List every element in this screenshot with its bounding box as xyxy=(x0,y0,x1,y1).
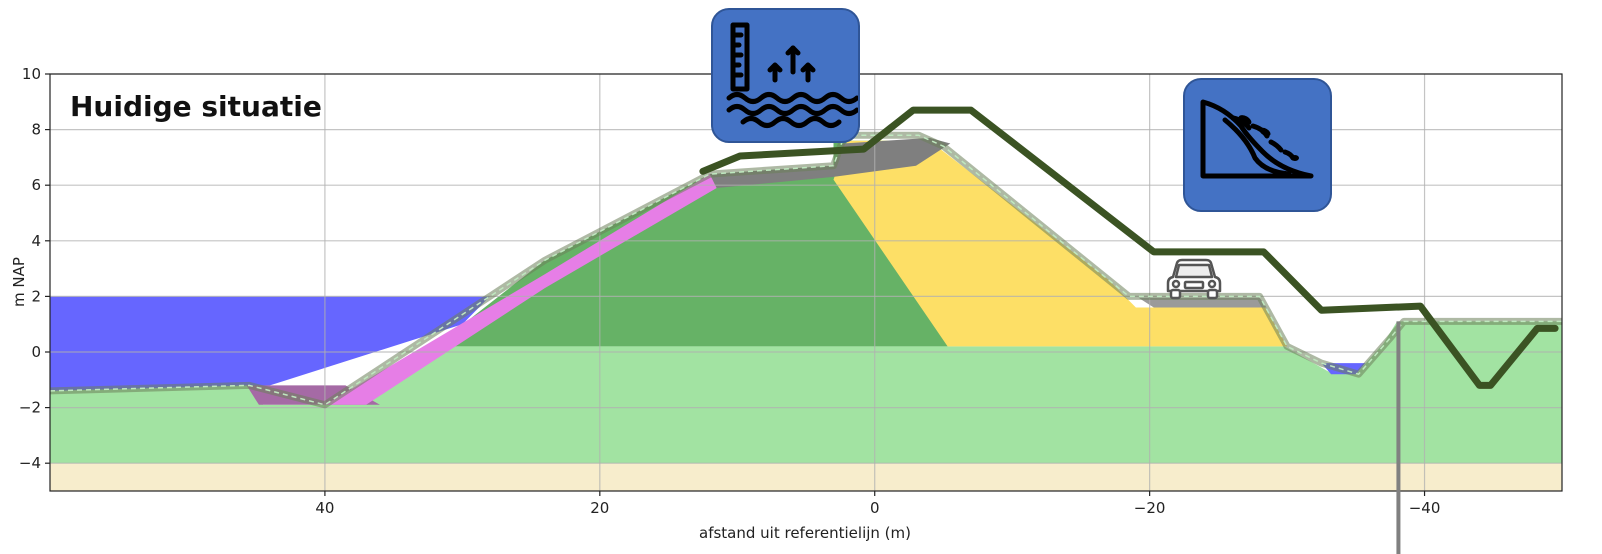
y-tick-label: 6 xyxy=(31,176,41,194)
x-tick-label: −40 xyxy=(1409,499,1441,517)
y-axis-label: m NAP xyxy=(10,257,28,307)
x-tick-label: 0 xyxy=(870,499,880,517)
y-tick-label: 8 xyxy=(31,121,41,139)
y-tick-label: 4 xyxy=(31,232,41,250)
landslide-slope-icon xyxy=(1183,78,1332,212)
x-axis-label: afstand uit referentielijn (m) xyxy=(699,524,911,542)
new-profile-line xyxy=(699,106,1559,389)
layer-revetment xyxy=(324,174,717,405)
y-tick-label: 0 xyxy=(31,343,41,361)
chart-title: Huidige situatie xyxy=(70,90,322,123)
layer-sand xyxy=(50,463,1562,491)
layer-road-grey xyxy=(1138,297,1267,308)
layer-crest-grey xyxy=(709,137,951,188)
rising-water-level-icon xyxy=(711,8,860,143)
y-tick-label: 10 xyxy=(22,65,41,83)
current-profile-dashed xyxy=(50,134,1562,406)
y-tick-label: 2 xyxy=(31,287,41,305)
layer-dike-core-green xyxy=(434,140,948,347)
x-tick-label: −20 xyxy=(1134,499,1166,517)
dike-profile xyxy=(50,106,1562,409)
layer-water xyxy=(50,296,490,391)
soil-layers xyxy=(50,137,1562,491)
x-tick-label: 40 xyxy=(315,499,334,517)
y-tick-label: −2 xyxy=(19,399,41,417)
y-tick-label: −4 xyxy=(19,454,41,472)
x-tick-label: 20 xyxy=(590,499,609,517)
car-icon xyxy=(1163,255,1225,301)
